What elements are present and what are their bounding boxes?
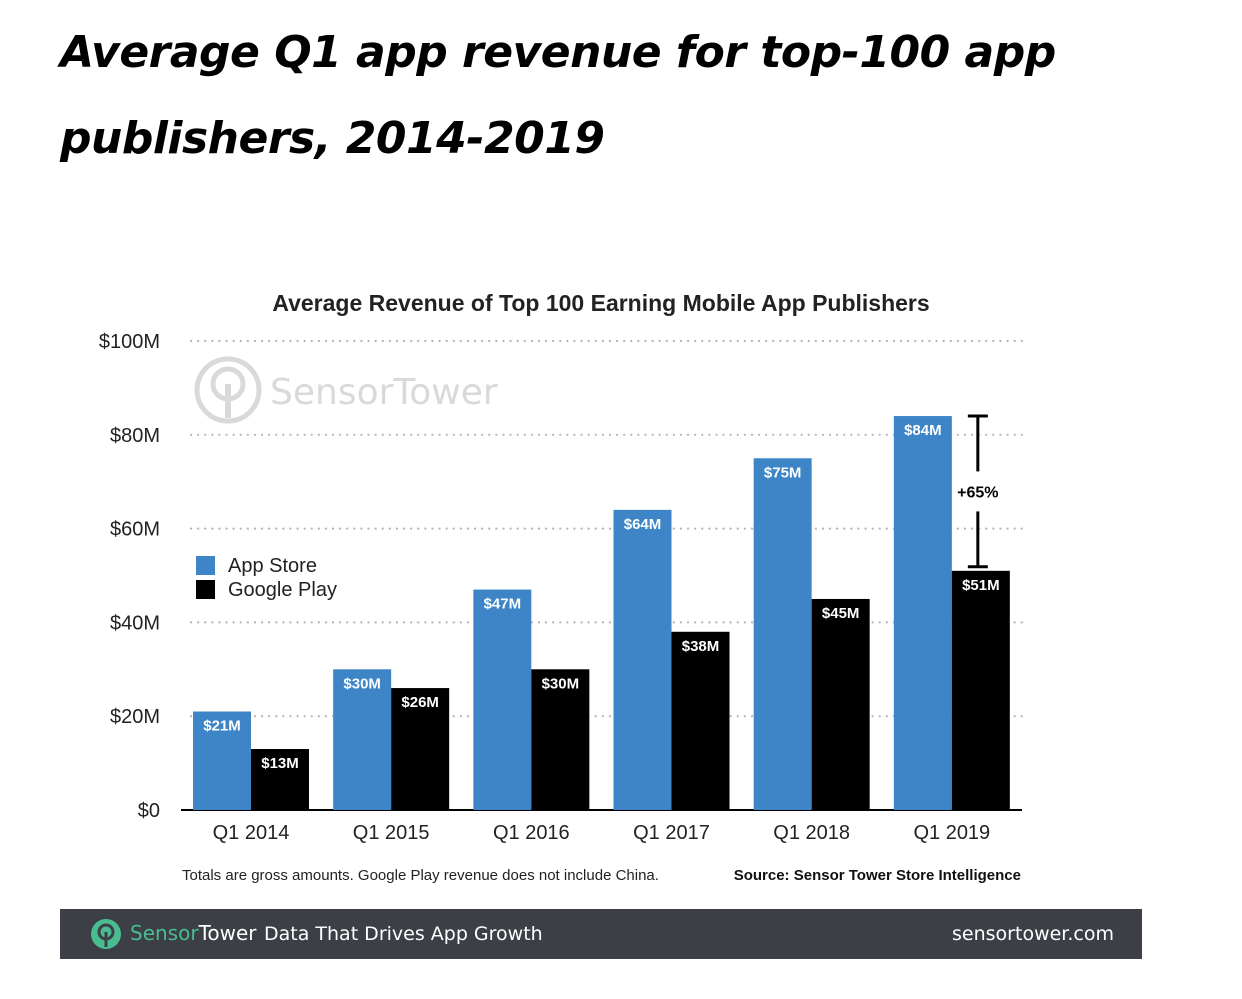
- bar-google-play-1: [251, 749, 309, 810]
- growth-annotation: +65%: [957, 414, 999, 569]
- legend-label-google-play: Google Play: [228, 579, 337, 601]
- legend-label-app-store: App Store: [228, 555, 317, 577]
- bar-value-label: $38M: [682, 638, 720, 655]
- bar-value-label: $51M: [962, 577, 1000, 594]
- bar-google-play-3: [531, 669, 590, 810]
- sensortower-watermark-text: SensorTower: [270, 372, 498, 413]
- bar-value-label: $26M: [401, 694, 439, 711]
- headline: Average Q1 app revenue for top-100 app pu…: [60, 10, 1060, 182]
- bar-app-store-3: [473, 589, 532, 810]
- x-tick-label: Q1 2015: [353, 822, 430, 844]
- bar-value-label: $30M: [542, 675, 580, 692]
- bar-google-play-4: [671, 631, 730, 810]
- x-tick-label: Q1 2016: [493, 822, 570, 844]
- headline-line-2: publishers, 2014-2019: [60, 113, 605, 164]
- footer-brand-part2: Tower: [198, 921, 257, 945]
- x-axis-ticks: Q1 2014 Q1 2015 Q1 2016 Q1 2017 Q1 2018 Q1 20…: [213, 822, 991, 844]
- y-tick-label: $20M: [110, 706, 160, 728]
- bars: $21M $13M $30M $26M $47M $30M $64M $38M $75M $45M…: [193, 416, 1010, 810]
- y-tick-label: $0: [138, 800, 160, 822]
- headline-line-1: Average Q1 app revenue for top-100 app: [60, 27, 1056, 78]
- bar-value-label: $75M: [764, 464, 802, 481]
- revenue-bar-chart: Average Revenue of Top 100 Earning Mobil…: [99, 290, 1024, 884]
- legend-swatch-app-store: [196, 556, 215, 575]
- x-tick-label: Q1 2014: [213, 822, 290, 844]
- legend-swatch-google-play: [196, 580, 215, 599]
- bar-app-store-2: [333, 669, 392, 810]
- bar-google-play-5: [811, 598, 870, 810]
- y-tick-label: $60M: [110, 519, 160, 541]
- sensortower-watermark-icon: [194, 356, 262, 424]
- sensortower-logo-icon: [91, 919, 121, 949]
- x-tick-label: Q1 2018: [773, 822, 850, 844]
- footer-brand-part1: Sensor: [130, 921, 199, 945]
- legend: App Store Google Play: [196, 555, 337, 601]
- bar-app-store-4: [613, 509, 672, 810]
- y-axis-ticks: $0 $20M $40M $60M $80M $100M: [99, 331, 160, 822]
- bar-google-play-6: [951, 570, 1010, 810]
- footer-tagline: Data That Drives App Growth: [264, 923, 543, 945]
- bar-value-label: $47M: [484, 596, 522, 613]
- chart-source: Source: Sensor Tower Store Intelligence: [734, 867, 1021, 884]
- chart-title: Average Revenue of Top 100 Earning Mobil…: [272, 290, 929, 316]
- footer-brand: SensorTower: [130, 921, 257, 945]
- bar-value-label: $64M: [624, 516, 662, 533]
- bar-app-store-6: [893, 416, 952, 810]
- footer-bar: SensorTower Data That Drives App Growth …: [60, 909, 1142, 959]
- chart-note: Totals are gross amounts. Google Play re…: [182, 867, 659, 884]
- bar-app-store-5: [753, 458, 812, 810]
- bar-google-play-2: [391, 688, 450, 810]
- bar-value-label: $21M: [203, 718, 241, 735]
- x-tick-label: Q1 2017: [633, 822, 710, 844]
- bar-app-store-1: [193, 711, 251, 810]
- sensortower-watermark: SensorTower: [194, 356, 498, 424]
- bar-value-label: $30M: [343, 675, 381, 692]
- x-tick-label: Q1 2019: [913, 822, 990, 844]
- annotation-text: +65%: [957, 484, 998, 501]
- legend-item-app-store: App Store: [196, 555, 317, 577]
- bar-value-label: $84M: [904, 422, 942, 439]
- y-tick-label: $100M: [99, 331, 160, 353]
- y-tick-label: $80M: [110, 425, 160, 447]
- legend-item-google-play: Google Play: [196, 579, 337, 601]
- footer-url[interactable]: sensortower.com: [952, 923, 1114, 945]
- bar-value-label: $45M: [822, 605, 860, 622]
- bar-value-label: $13M: [261, 755, 299, 772]
- y-tick-label: $40M: [110, 612, 160, 634]
